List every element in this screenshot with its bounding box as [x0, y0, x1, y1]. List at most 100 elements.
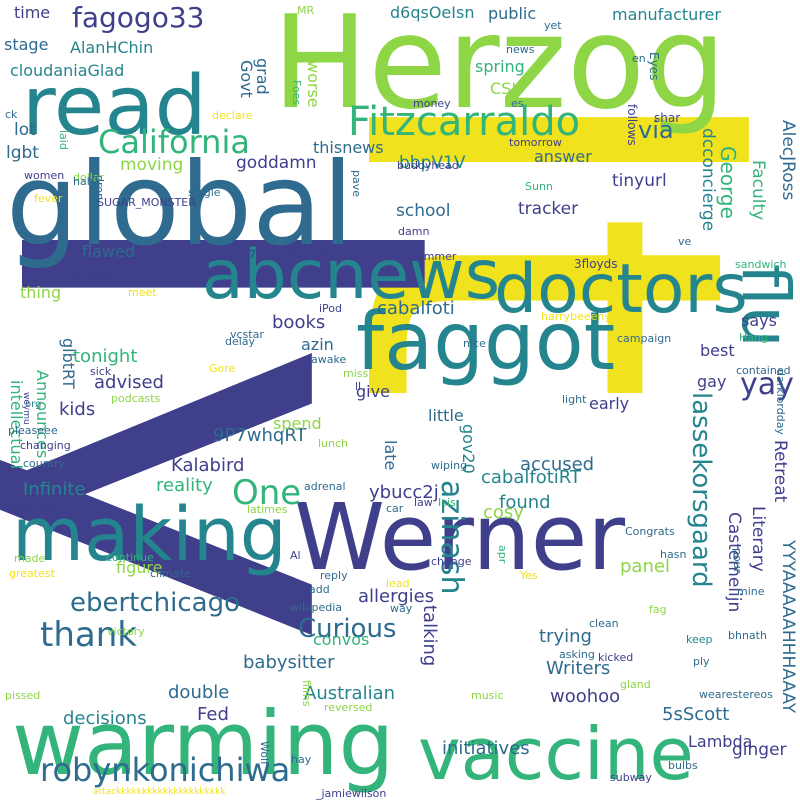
word: adrenal [304, 480, 346, 493]
word: single [188, 186, 221, 199]
word: kids [59, 399, 96, 420]
word: global [6, 138, 354, 271]
word: grad [253, 58, 272, 95]
word: Werner [294, 484, 626, 591]
word: Eyes [647, 52, 661, 81]
word: Internet [66, 266, 130, 285]
word: time [14, 3, 51, 22]
word: harrybeeenyc [541, 310, 617, 323]
word: spend [273, 414, 322, 433]
word: Congrats [625, 525, 675, 538]
word: lot [14, 120, 36, 140]
word: ginger [732, 740, 787, 760]
word: nice [463, 337, 486, 350]
word: awake [311, 353, 347, 366]
word: laid [57, 130, 70, 150]
word: babysitter [243, 652, 335, 673]
word: found [499, 492, 551, 513]
word: reply [320, 569, 348, 582]
word: bbpV1V [399, 153, 466, 173]
word: mvCq7We [217, 248, 273, 261]
word: changing [20, 439, 71, 452]
word: fag [649, 603, 667, 616]
word: thisnews [313, 138, 384, 157]
word: bhnath [728, 629, 767, 642]
word: Infinite [23, 479, 86, 500]
word: Curious [298, 614, 397, 644]
word: reversed [324, 701, 373, 714]
word: Fed [197, 704, 229, 725]
word: figure [116, 558, 163, 577]
word: convos [313, 630, 370, 649]
word: films [300, 680, 313, 707]
word: goddamn [236, 153, 317, 173]
word: way [390, 602, 413, 615]
word: talking [419, 605, 440, 667]
word: fagogo33 [72, 1, 205, 34]
word: azin [301, 335, 334, 354]
word: little [428, 406, 464, 425]
word: attackkkkkkkkkkkkkkkkkkkkk [93, 787, 226, 797]
word: en [632, 52, 646, 65]
word: pleaseee [8, 424, 58, 437]
word: Tenorman [285, 244, 369, 264]
word: California [98, 123, 250, 161]
word: Isis [438, 496, 456, 509]
word: delay [225, 335, 256, 348]
word: music [471, 689, 504, 702]
word: Wolf [258, 741, 271, 765]
word: ebertchicago [70, 588, 241, 618]
word: George [716, 146, 740, 219]
word: bulbs [668, 759, 698, 772]
word: abcnews [202, 236, 501, 315]
word: wearestereos [699, 688, 773, 701]
word: cabalfoti [377, 298, 455, 319]
word: Herzog [272, 0, 727, 138]
word: AlecJRoss [778, 120, 798, 201]
word: meet [128, 286, 157, 299]
word: podcasts [111, 392, 161, 405]
word: moving [120, 155, 184, 175]
word: add [309, 583, 330, 596]
word: Al [290, 549, 301, 562]
word: latimes [247, 503, 288, 516]
word: Sunn [525, 180, 553, 193]
word: gland [620, 678, 651, 691]
word: spring [475, 57, 525, 76]
word: Literary [748, 506, 768, 572]
word: ply [693, 655, 710, 668]
word: 9P7whqRT [213, 425, 307, 446]
word: MR [297, 4, 315, 17]
word: yay [740, 367, 794, 402]
word: lunch [318, 437, 349, 450]
word: making [12, 492, 287, 578]
word: ll [355, 380, 362, 393]
word: SUGAR_MONSTER [97, 196, 196, 209]
word: car [386, 502, 404, 515]
word: double [168, 682, 230, 703]
word: woohoo [550, 686, 621, 707]
word: iPod [319, 302, 343, 315]
word: asking [559, 648, 595, 661]
word: money [413, 97, 451, 110]
word: dcconcierge [698, 128, 718, 232]
word: read [22, 59, 207, 154]
word: pour [731, 548, 744, 574]
word: sandwich [735, 258, 787, 271]
word: public [488, 4, 537, 23]
word: books [272, 312, 326, 333]
word: cabalfotiRT [481, 467, 581, 488]
word: org [25, 399, 42, 410]
word: continue [106, 551, 154, 564]
word: sick [90, 365, 112, 378]
word: warming [12, 692, 395, 795]
word: weymu [21, 392, 31, 425]
word: manufacturer [612, 5, 721, 24]
word: vcstar [230, 328, 264, 341]
word: greatest [9, 567, 55, 580]
word: hasn [660, 548, 687, 561]
word: worse [304, 60, 323, 108]
word: tracker [518, 199, 579, 219]
word: CSL [490, 79, 521, 98]
